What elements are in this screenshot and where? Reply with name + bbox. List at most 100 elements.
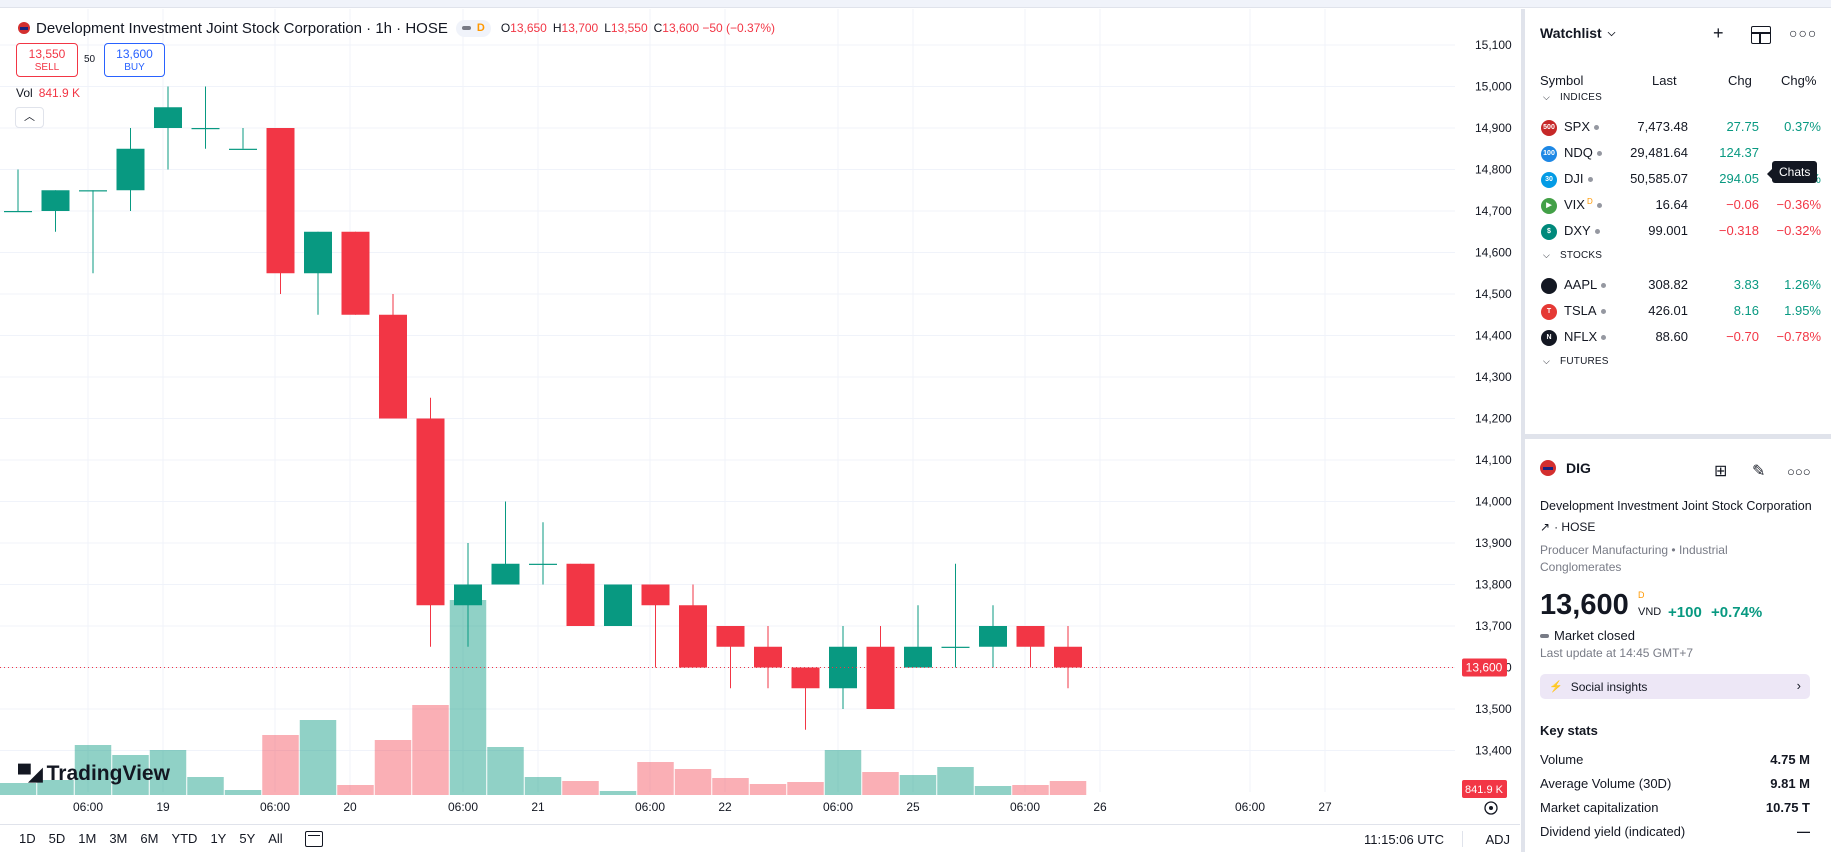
key-stat-row: Market capitalization 10.75 T xyxy=(1540,800,1810,815)
panel-divider[interactable] xyxy=(1525,434,1831,439)
candle-body xyxy=(716,626,745,647)
more-options-icon[interactable]: ○○○ xyxy=(1787,464,1811,479)
y-tick-label: 14,900 xyxy=(1475,121,1512,135)
candle-body xyxy=(1016,626,1045,647)
volume-bar xyxy=(1012,785,1049,795)
last-volume-tag xyxy=(1462,780,1507,798)
column-chg[interactable]: Chg xyxy=(1728,73,1752,88)
last-value: 50,585.07 xyxy=(1630,171,1688,186)
range-button-5y[interactable]: 5Y xyxy=(239,831,256,846)
status-dot-icon xyxy=(1601,283,1607,289)
layout-icon[interactable]: ⊞ xyxy=(1714,463,1728,480)
watchlist-row-dxy[interactable]: $ DXY 99.001 −0.318 −0.32% xyxy=(1525,216,1831,246)
pane-divider[interactable] xyxy=(1521,9,1525,852)
price-change-abs: +100 xyxy=(1668,604,1702,621)
chevron-down-icon: ⌵ xyxy=(1543,356,1551,366)
sector[interactable]: Producer Manufacturing xyxy=(1540,543,1669,557)
status-dot-icon xyxy=(1596,151,1602,157)
symbol-name: DJI xyxy=(1564,171,1584,186)
watchlist-row-nflx[interactable]: N NFLX 88.60 −0.70 −0.78% xyxy=(1525,322,1831,352)
candle-body xyxy=(154,107,182,128)
x-tick-label: 06:00 xyxy=(260,800,290,814)
collapse-legend-button[interactable]: ︿ xyxy=(15,107,44,128)
buy-price: 13,600 xyxy=(116,47,153,61)
key-stats-title: Key stats xyxy=(1540,723,1598,738)
lightning-icon: ⚡ xyxy=(1549,681,1563,693)
watchlist-group-stocks[interactable]: ⌵ STOCKS xyxy=(1543,250,1602,261)
exchange-row[interactable]: ↗ · HOSE xyxy=(1540,520,1596,534)
candle-body xyxy=(866,646,895,709)
social-insights-button[interactable]: ⚡ Social insights › xyxy=(1540,674,1810,699)
status-dot-icon xyxy=(1594,229,1600,235)
calendar-icon[interactable] xyxy=(304,830,323,847)
price-change: +100 +0.74% xyxy=(1668,604,1762,621)
last-value: 7,473.48 xyxy=(1637,119,1688,134)
right-sidebar: Watchlist ⌵ + ○○○ Symbol Last Chg Chg% ⌵… xyxy=(1525,9,1831,852)
candle-body xyxy=(191,128,220,130)
watchlist-group-indices[interactable]: ⌵ INDICES xyxy=(1543,92,1602,103)
details-header[interactable]: DIG xyxy=(1540,460,1591,476)
status-dot-icon xyxy=(1587,177,1593,183)
dxy-logo-icon: $ xyxy=(1541,224,1557,240)
last-value: 308.82 xyxy=(1648,277,1688,292)
watchlist-group-futures[interactable]: ⌵ FUTURES xyxy=(1543,356,1609,367)
watchlist-row-aapl[interactable]: AAPL 308.82 3.83 1.26% xyxy=(1525,270,1831,300)
symbol-title[interactable]: Development Investment Joint Stock Corpo… xyxy=(36,19,448,37)
volume-bar xyxy=(1049,781,1087,795)
chart-pane[interactable]: 15,100 15,000 14,900 14,800 14,700 14,600 14,5… xyxy=(0,9,1520,824)
watchlist-row-spx[interactable]: 500 SPX 7,473.48 27.75 0.37% xyxy=(1525,112,1831,142)
column-chg-pct[interactable]: Chg% xyxy=(1781,73,1817,88)
range-button-5d[interactable]: 5D xyxy=(48,831,66,846)
watchlist-row-vix[interactable]: ▶ VIX D 16.64 −0.06 −0.36% xyxy=(1525,190,1831,220)
candle-body xyxy=(604,584,632,626)
volume-bar xyxy=(187,777,224,795)
clock[interactable]: 11:15:06 UTC xyxy=(1364,832,1444,847)
industry[interactable]: Industrial Conglomerates xyxy=(1540,543,1728,574)
volume-bar xyxy=(0,783,37,795)
candle-body xyxy=(41,190,70,211)
y-tick-label: 13,500 xyxy=(1475,702,1512,716)
last-value: 99.001 xyxy=(1648,223,1688,238)
tradingview-logo[interactable]: ▀◢ TradingView xyxy=(18,762,170,786)
add-symbol-icon[interactable]: + xyxy=(1713,23,1724,43)
range-button-1y[interactable]: 1Y xyxy=(210,831,227,846)
range-button-1m[interactable]: 1M xyxy=(78,831,97,846)
candle-body xyxy=(641,584,670,606)
brand-name: TradingView xyxy=(46,762,170,785)
watchlist-row-ndq[interactable]: 100 NDQ 29,481.64 124.37 xyxy=(1525,138,1831,168)
chg-value: −0.06 xyxy=(1726,197,1759,212)
delay-badge[interactable]: D xyxy=(455,19,491,37)
symbol-name: AAPL xyxy=(1564,277,1598,292)
watchlist-row-tsla[interactable]: T TSLA 426.01 8.16 1.95% xyxy=(1525,296,1831,326)
ohlc-value: 13,600 −50 (−0.37%) xyxy=(662,21,776,35)
candle-body xyxy=(791,667,820,689)
status-dot-icon xyxy=(1600,309,1606,315)
volume-bar xyxy=(974,786,1012,795)
bottom-toolbar: 1D 5D 1M 3M 6M YTD 1Y 5Y All 11:15:06 UTC ADJ xyxy=(0,824,1520,852)
watchlist-selector[interactable]: Watchlist ⌵ xyxy=(1540,25,1615,41)
more-options-icon[interactable]: ○○○ xyxy=(1789,25,1818,41)
column-symbol[interactable]: Symbol xyxy=(1540,73,1584,88)
symbol-name: VIX xyxy=(1564,197,1585,212)
range-button-6m[interactable]: 6M xyxy=(140,831,159,846)
buy-button[interactable]: 13,600 BUY xyxy=(104,43,165,77)
buy-label: BUY xyxy=(124,62,145,73)
adj-toggle[interactable]: ADJ xyxy=(1485,832,1510,847)
range-button-3m[interactable]: 3M xyxy=(109,831,128,846)
range-button-1d[interactable]: 1D xyxy=(19,831,36,846)
candle-body xyxy=(454,584,482,606)
edit-icon[interactable]: ✎ xyxy=(1752,463,1766,480)
y-tick-label: 14,700 xyxy=(1475,204,1512,218)
advanced-view-icon[interactable] xyxy=(1751,26,1771,44)
candlestick-chart[interactable]: 15,100 15,000 14,900 14,800 14,700 14,600 14,5… xyxy=(0,9,1520,824)
range-button-ytd[interactable]: YTD xyxy=(171,831,198,846)
y-tick-label: 14,000 xyxy=(1475,495,1512,509)
symbol: NDQ xyxy=(1564,145,1602,160)
ohlc-values: O13,650 H13,700 L13,550 C13,600 −50 (−0.37%… xyxy=(501,21,781,35)
sell-button[interactable]: 13,550 SELL xyxy=(16,43,78,77)
column-last[interactable]: Last xyxy=(1652,73,1677,88)
sell-price: 13,550 xyxy=(28,47,66,61)
volume-bar xyxy=(262,735,299,795)
last-update: Last update at 14:45 GMT+7 xyxy=(1540,646,1694,660)
range-button-all[interactable]: All xyxy=(268,831,283,846)
